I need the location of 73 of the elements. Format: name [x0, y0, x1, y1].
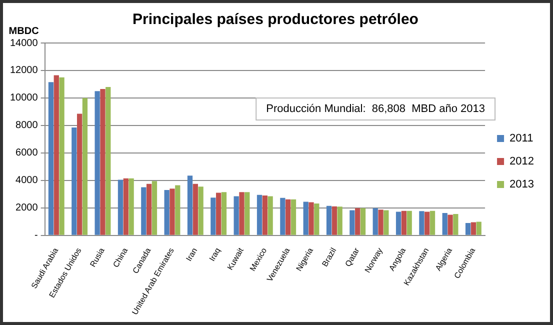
bar [337, 206, 342, 235]
bar [48, 82, 54, 235]
y-tick-label: 2000 [16, 202, 38, 214]
bar [221, 192, 227, 235]
y-tick-label: 10000 [10, 92, 38, 104]
y-tick-label: 12000 [10, 65, 38, 76]
chart-title: Principales países productores petróleo [132, 11, 418, 28]
bar [175, 185, 180, 235]
bar [280, 198, 286, 235]
bar [187, 176, 193, 235]
x-tick-label: Iran [184, 246, 200, 263]
bar [406, 210, 412, 235]
bar [355, 208, 360, 235]
bar [123, 178, 128, 235]
bar [350, 210, 355, 235]
annotation: Producción Mundial: 86,808 MBD año 2013 [266, 103, 486, 116]
y-tick-label: 4000 [16, 175, 38, 186]
bar [128, 178, 134, 235]
bar [72, 128, 77, 235]
bar [396, 212, 402, 235]
bar [470, 222, 476, 235]
y-tick-label: - [34, 230, 38, 242]
x-tick-label: Iraq [208, 246, 222, 263]
bar [192, 184, 198, 235]
bar [59, 77, 64, 235]
bar [465, 222, 471, 235]
bar [401, 210, 407, 235]
bar [476, 222, 482, 235]
bar [170, 188, 175, 235]
y-axis-title: MBDC [8, 26, 39, 37]
bar [106, 86, 111, 235]
bar [303, 202, 308, 235]
bar [76, 114, 82, 235]
bar [442, 212, 448, 235]
bar [286, 199, 291, 235]
bar [94, 91, 100, 235]
bar [448, 214, 453, 235]
bar [152, 181, 158, 235]
bar [210, 198, 216, 235]
legend-label: 2013 [510, 178, 534, 191]
bar [384, 210, 389, 235]
bar [234, 196, 239, 235]
bar [314, 203, 320, 235]
legend-label: 2011 [510, 132, 534, 145]
bar [82, 98, 88, 235]
bar [216, 192, 222, 235]
bar [141, 187, 146, 235]
bar [332, 206, 337, 235]
y-tick-label: 8000 [16, 120, 38, 132]
bar [378, 210, 384, 235]
bar [239, 192, 244, 235]
bar [164, 190, 170, 235]
bar [430, 210, 436, 235]
bar [372, 208, 378, 235]
bar [118, 180, 124, 235]
bar [424, 212, 430, 235]
bar [360, 208, 366, 235]
bar [290, 199, 296, 235]
bar [54, 75, 59, 235]
bar [268, 196, 273, 235]
bar [244, 192, 250, 235]
y-tick-label: 6000 [16, 148, 38, 159]
y-tick-label: 14000 [10, 38, 38, 49]
bar [146, 184, 152, 235]
bar [453, 214, 458, 235]
bar [198, 186, 204, 235]
bar [308, 202, 314, 235]
bar [419, 211, 424, 235]
bar [256, 194, 262, 235]
bar [262, 196, 268, 235]
bar [100, 89, 106, 235]
legend-label: 2012 [510, 156, 534, 168]
bar [326, 206, 332, 235]
